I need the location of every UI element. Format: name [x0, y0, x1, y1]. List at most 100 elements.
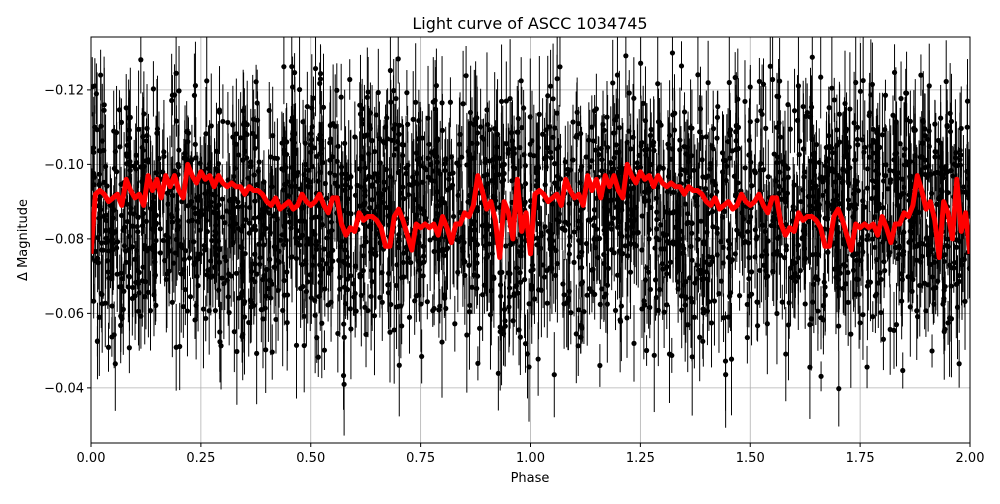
data-point — [644, 147, 649, 152]
data-point — [801, 104, 806, 109]
data-point — [536, 145, 541, 150]
data-point — [852, 206, 857, 211]
data-point — [611, 130, 616, 135]
data-point — [317, 132, 322, 137]
data-point — [892, 151, 897, 156]
data-point — [169, 98, 174, 103]
data-point — [755, 118, 760, 123]
data-point — [757, 79, 762, 84]
data-point — [124, 260, 129, 265]
data-point — [679, 63, 684, 68]
data-point — [692, 280, 697, 285]
data-point — [161, 149, 166, 154]
data-point — [352, 134, 357, 139]
data-point — [749, 183, 754, 188]
data-point — [807, 114, 812, 119]
data-point — [194, 195, 199, 200]
data-point — [754, 299, 759, 304]
data-point — [309, 216, 314, 221]
data-point — [668, 260, 673, 265]
data-point — [263, 306, 268, 311]
data-point — [901, 153, 906, 158]
data-point — [141, 164, 146, 169]
data-point — [528, 268, 533, 273]
data-point — [216, 202, 221, 207]
data-point — [327, 251, 332, 256]
data-point — [876, 206, 881, 211]
data-point — [485, 181, 490, 186]
data-point — [366, 89, 371, 94]
data-point — [454, 237, 459, 242]
data-point — [345, 277, 350, 282]
data-point — [625, 227, 630, 232]
data-point — [158, 250, 163, 255]
data-point — [817, 176, 822, 181]
data-point — [629, 212, 634, 217]
data-point — [434, 83, 439, 88]
data-point — [537, 112, 542, 117]
data-point — [624, 315, 629, 320]
data-point — [688, 244, 693, 249]
data-point — [320, 257, 325, 262]
data-point — [258, 236, 263, 241]
data-point — [948, 111, 953, 116]
data-point — [774, 311, 779, 316]
data-point — [396, 56, 401, 61]
data-point — [929, 191, 934, 196]
data-point — [825, 250, 830, 255]
data-point — [835, 258, 840, 263]
data-point — [502, 307, 507, 312]
data-point — [369, 268, 374, 273]
y-axis-label: Δ Magnitude — [16, 199, 31, 281]
data-point — [818, 75, 823, 80]
data-point — [207, 308, 212, 313]
data-point — [448, 100, 453, 105]
data-point — [503, 324, 508, 329]
data-point — [485, 254, 490, 259]
data-point — [888, 327, 893, 332]
data-point — [181, 155, 186, 160]
data-point — [742, 99, 747, 104]
data-point — [281, 148, 286, 153]
data-point — [498, 329, 503, 334]
data-point — [217, 329, 222, 334]
data-point — [613, 308, 618, 313]
data-point — [103, 301, 108, 306]
data-point — [220, 119, 225, 124]
data-point — [464, 332, 469, 337]
data-point — [841, 262, 846, 267]
data-point — [851, 268, 856, 273]
data-point — [101, 180, 106, 185]
data-point — [192, 93, 197, 98]
data-point — [442, 161, 447, 166]
data-point — [198, 209, 203, 214]
data-point — [873, 293, 878, 298]
data-point — [950, 173, 955, 178]
data-point — [545, 301, 550, 306]
data-point — [801, 174, 806, 179]
data-point — [348, 174, 353, 179]
data-point — [811, 159, 816, 164]
data-point — [745, 229, 750, 234]
data-point — [845, 270, 850, 275]
data-point — [275, 156, 280, 161]
data-point — [542, 156, 547, 161]
data-point — [662, 310, 667, 315]
data-point — [880, 132, 885, 137]
data-point — [832, 97, 837, 102]
data-point — [567, 201, 572, 206]
data-point — [623, 53, 628, 58]
data-point — [736, 125, 741, 130]
x-axis-label: Phase — [511, 471, 550, 486]
data-point — [609, 227, 614, 232]
data-point — [430, 308, 435, 313]
data-point — [441, 253, 446, 258]
data-point — [683, 201, 688, 206]
data-point — [362, 133, 367, 138]
data-point — [498, 294, 503, 299]
data-point — [366, 151, 371, 156]
data-point — [257, 159, 262, 164]
data-point — [818, 374, 823, 379]
data-point — [300, 218, 305, 223]
data-point — [862, 145, 867, 150]
